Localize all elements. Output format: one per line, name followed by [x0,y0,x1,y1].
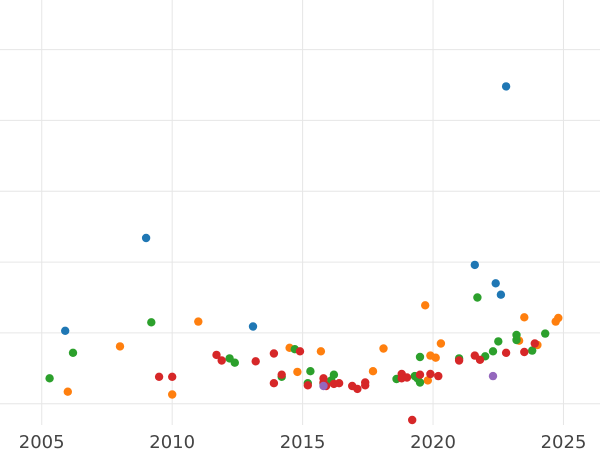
data-point [306,367,315,376]
data-point [554,313,563,323]
data-point [488,347,498,356]
data-point [293,367,302,377]
data-point [426,369,435,379]
data-point [379,344,388,353]
data-point [501,348,511,357]
data-point [368,367,378,376]
data-point [147,318,156,327]
data-point [269,379,279,388]
data-point [194,317,203,326]
data-point [319,381,328,391]
data-point [277,370,286,379]
data-point [494,337,503,346]
data-point [60,326,70,335]
x-tick-label: 2015 [280,432,326,450]
data-point [230,358,239,367]
data-point [141,233,151,243]
data-point [491,279,500,288]
data-point [295,347,305,356]
data-point [454,356,464,365]
x-tick-label: 2005 [19,432,65,450]
data-point [334,379,344,388]
data-point [475,355,485,364]
data-point [528,346,537,355]
data-point [415,352,425,362]
x-axis-ticks: 2005 2010 2015 2020 2025 [19,432,587,450]
data-point [488,371,498,381]
data-point [512,330,521,340]
data-point [353,384,362,394]
data-point [329,370,339,379]
data-point [530,339,539,348]
data-point [496,290,506,299]
data-point [269,349,279,358]
data-point [473,293,482,302]
x-tick-label: 2020 [410,432,456,450]
data-point [248,322,258,331]
data-point [217,356,226,365]
data-point [421,301,430,310]
data-point [115,342,125,351]
data-point [470,260,479,270]
data-point [45,374,54,383]
data-point [68,348,78,357]
data-point [154,372,164,381]
data-point [520,313,529,322]
data-point [434,371,443,381]
x-tick-label: 2010 [149,432,195,450]
data-point [436,339,446,348]
data-point [520,347,529,357]
data-point [415,378,425,387]
data-point [316,347,326,356]
data-point [168,372,177,381]
data-point [63,387,72,396]
data-point [501,82,511,91]
data-point [415,370,425,379]
data-point [361,378,370,387]
data-point [168,390,177,399]
data-point [541,329,550,338]
data-point [402,373,412,382]
data-point [251,357,260,366]
gridlines [0,0,600,425]
data-point [423,376,432,385]
x-tick-label: 2025 [541,432,587,450]
data-point [408,415,417,425]
data-point [303,381,312,390]
data-points [45,82,563,425]
data-point [212,350,221,360]
data-point [431,353,440,362]
